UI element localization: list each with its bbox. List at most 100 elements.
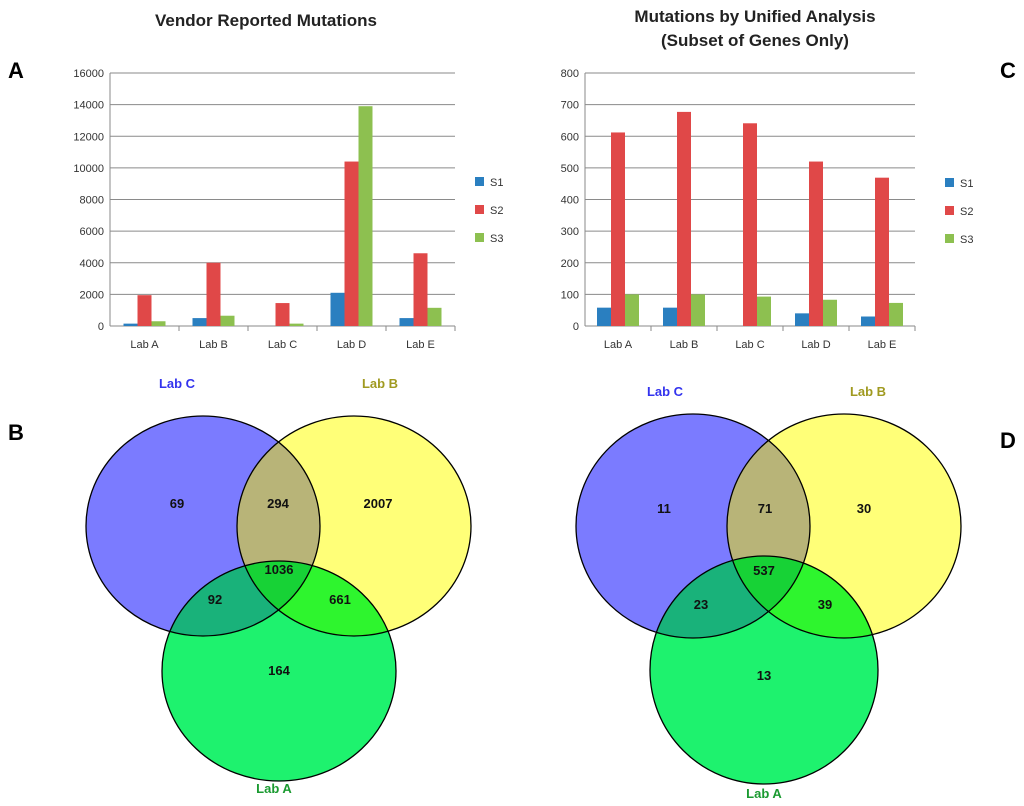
venn-d-c-and-a: 23 (694, 597, 708, 612)
venn-d-all: 537 (753, 563, 775, 578)
chart-c-bar-s3-lab-c (757, 296, 771, 326)
chart-c-bar-s1-lab-a (597, 307, 611, 326)
chart-a-bar-s3-lab-e (427, 307, 442, 326)
panel-letter-a: A (8, 58, 24, 83)
chart-c-xtick-label: Lab A (604, 339, 633, 351)
chart-c-legend-swatch-s2 (945, 206, 954, 215)
panel-letter-c: C (1000, 58, 1016, 83)
chart-a-legend-swatch-s3 (475, 233, 484, 242)
chart-a-legend-label-s1: S1 (490, 177, 503, 189)
chart-c-bar-s2-lab-c (743, 123, 757, 326)
chart-c-bar-s2-lab-d (809, 161, 823, 326)
venn-d-only-a: 13 (757, 668, 771, 683)
venn-d-label-lab-a: Lab A (746, 786, 782, 801)
chart-c-ytick-label: 500 (561, 163, 579, 175)
chart-c-legend-swatch-s1 (945, 178, 954, 187)
chart-a-ytick-label: 2000 (80, 289, 104, 301)
venn-b-c-and-a: 92 (208, 592, 222, 607)
venn-b-c-and-b: 294 (267, 496, 289, 511)
chart-c-xtick-label: Lab E (868, 339, 897, 351)
chart-a-bar-s1-lab-e (399, 318, 414, 326)
chart-c-bar-s1-lab-d (795, 313, 809, 326)
chart-a-ytick-label: 10000 (73, 163, 104, 175)
chart-a-legend-swatch-s2 (475, 205, 484, 214)
chart-c-ytick-label: 800 (561, 68, 579, 80)
chart-a-bar-s3-lab-d (358, 106, 373, 326)
chart-c-bar-s3-lab-d (823, 299, 837, 326)
venn-d-b-and-a: 39 (818, 597, 832, 612)
chart-c-ytick-label: 200 (561, 258, 579, 270)
chart-a-bar-s1-lab-a (123, 323, 138, 326)
chart-a-bar-s1-lab-d (330, 292, 345, 326)
chart-a-bar-s2-lab-d (344, 161, 359, 326)
chart-a-xtick-label: Lab A (130, 339, 159, 351)
chart-c-legend-label-s2: S2 (960, 206, 973, 218)
chart-c-xtick-label: Lab C (735, 339, 764, 351)
chart-a-legend-label-s2: S2 (490, 205, 503, 217)
chart-a-ytick-label: 6000 (80, 226, 104, 238)
chart-c-xtick-label: Lab B (670, 339, 699, 351)
venn-b-all: 1036 (265, 562, 294, 577)
chart-c-ytick-label: 300 (561, 226, 579, 238)
chart-c-bar-s3-lab-a (625, 294, 639, 326)
chart-a-bar-s3-lab-a (151, 321, 166, 326)
chart-c-legend-swatch-s3 (945, 234, 954, 243)
panel-letter-b: B (8, 420, 24, 445)
chart-a-xtick-label: Lab E (406, 339, 435, 351)
chart-c-ytick-label: 700 (561, 100, 579, 112)
chart-a-ytick-label: 16000 (73, 68, 104, 80)
chart-c-bar-s1-lab-e (861, 316, 875, 326)
chart-a-bar-s2-lab-c (275, 303, 290, 326)
chart-a-bar-s2-lab-e (413, 253, 428, 326)
venn-d-overlap-c-a (650, 556, 810, 638)
panel-letter-d: D (1000, 428, 1016, 453)
chart-a-ytick-label: 12000 (73, 131, 104, 143)
chart-a: Vendor Reported Mutations 0 2000 4000 6000 8… (73, 11, 503, 351)
venn-d-overlap-b-a (727, 556, 878, 638)
chart-a-xtick-label: Lab B (199, 339, 228, 351)
venn-b-label-lab-c: Lab C (159, 376, 196, 391)
venn-b-overlap-b-a (237, 561, 396, 636)
venn-b-label-lab-b: Lab B (362, 376, 398, 391)
chart-c-legend-label-s1: S1 (960, 178, 973, 190)
chart-c-bar-s2-lab-b (677, 111, 691, 327)
chart-c-legend-label-s3: S3 (960, 234, 973, 246)
chart-c-ytick-label: 400 (561, 195, 579, 207)
venn-b-overlap-c-a (162, 561, 320, 636)
venn-d-label-lab-c: Lab C (647, 384, 684, 399)
chart-a-title: Vendor Reported Mutations (155, 11, 377, 30)
chart-c-ytick-label: 600 (561, 131, 579, 143)
chart-c-title: Mutations by Unified Analysis (634, 7, 875, 26)
venn-b: Lab C Lab B Lab A 69 294 2007 1036 92 66… (85, 376, 472, 796)
venn-b-b-and-a: 661 (329, 592, 351, 607)
chart-c-xtick-label: Lab D (801, 339, 830, 351)
chart-a-bar-s1-lab-b (192, 318, 207, 326)
chart-c-bar-s1-lab-b (663, 307, 677, 326)
venn-d-only-b: 30 (857, 501, 871, 516)
chart-a-ytick-label: 8000 (80, 195, 104, 207)
chart-c-ytick-label: 100 (561, 289, 579, 301)
chart-a-xtick-label: Lab C (268, 339, 297, 351)
chart-a-ytick-label: 14000 (73, 100, 104, 112)
chart-c-bar-s3-lab-e (889, 302, 903, 326)
venn-b-label-lab-a: Lab A (256, 781, 292, 796)
chart-a-bar-s2-lab-a (137, 295, 152, 326)
chart-c-ytick-label: 0 (573, 321, 579, 333)
venn-d-c-and-b: 71 (758, 501, 772, 516)
venn-d: Lab C Lab B Lab A 11 71 30 537 23 39 13 (575, 384, 962, 801)
venn-b-only-c: 69 (170, 496, 184, 511)
venn-b-only-b: 2007 (364, 496, 393, 511)
chart-a-legend-label-s3: S3 (490, 233, 503, 245)
venn-b-only-a: 164 (268, 663, 290, 678)
chart-a-bar-s3-lab-c (289, 323, 304, 326)
chart-a-legend-swatch-s1 (475, 177, 484, 186)
chart-c-subtitle: (Subset of Genes Only) (661, 31, 849, 50)
chart-a-bar-s2-lab-b (206, 262, 221, 326)
chart-c-bar-s2-lab-e (875, 177, 889, 326)
chart-c-bar-s2-lab-a (611, 132, 625, 326)
chart-c-bar-s3-lab-b (691, 294, 705, 326)
venn-d-only-c: 11 (657, 501, 671, 516)
venn-d-label-lab-b: Lab B (850, 384, 886, 399)
chart-a-xtick-label: Lab D (337, 339, 366, 351)
